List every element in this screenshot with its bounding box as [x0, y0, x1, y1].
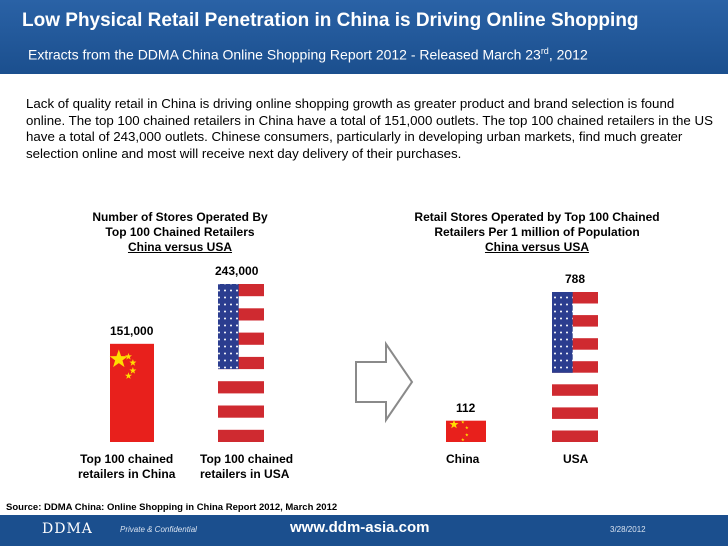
- chart1-title-line3: China versus USA: [127, 240, 233, 254]
- right-arrow-icon: [355, 340, 414, 424]
- china-flag-star-icon: [449, 419, 459, 429]
- chart1-title-line1: Number of Stores Operated By: [92, 210, 268, 224]
- subtitle-sup: rd: [540, 46, 549, 56]
- chart1-data-label-usa: 243,000: [215, 264, 259, 278]
- chart1-category-usa: Top 100 chained retailers in USA: [200, 452, 293, 482]
- usa-flag-stripe: [552, 315, 598, 327]
- chart2-title-line3: China versus USA: [484, 240, 590, 254]
- chart2-plot: [446, 292, 598, 442]
- china-flag-small-star-icon: [461, 420, 465, 424]
- chart1-plot: [109, 284, 264, 442]
- chart2-title: Retail Stores Operated by Top 100 Chaine…: [392, 210, 682, 255]
- chart2-title-line1: Retail Stores Operated by Top 100 Chaine…: [414, 210, 660, 224]
- chart1-bar-china: [109, 343, 154, 442]
- china-flag-small-star-icon: [129, 367, 137, 374]
- ddma-logo: DDMA: [42, 521, 93, 537]
- chart2-data-label-usa: 788: [565, 272, 586, 286]
- chart2-category-china: China: [446, 452, 480, 466]
- usa-flag-stripe: [552, 361, 598, 373]
- usa-flag-stripe: [552, 407, 598, 419]
- intro-paragraph: Lack of quality retail in China is drivi…: [26, 96, 713, 161]
- usa-flag-stripe: [552, 338, 598, 350]
- chart1-category-usa-line1: Top 100 chained: [200, 452, 294, 466]
- chart2-bar-china: [446, 419, 486, 442]
- page-subtitle: Extracts from the DDMA China Online Shop…: [28, 46, 588, 63]
- footer-date: 3/28/2012: [610, 525, 646, 534]
- usa-flag-canton-icon: [552, 292, 573, 373]
- usa-flag-stripe: [218, 405, 264, 418]
- logo-text: DDMA: [42, 521, 93, 537]
- china-flag-small-star-icon: [129, 359, 137, 366]
- usa-flag-stripe: [218, 429, 264, 442]
- china-flag-small-star-icon: [465, 425, 469, 430]
- china-flag-small-star-icon: [125, 352, 132, 360]
- china-flag-small-star-icon: [461, 437, 465, 442]
- subtitle-tail: , 2012: [548, 46, 588, 63]
- chart2-data-label-china: 112: [456, 400, 476, 415]
- china-flag-star-icon: [109, 349, 128, 368]
- page-title: Low Physical Retail Penetration in China…: [22, 10, 639, 31]
- china-flag-small-star-icon: [125, 372, 132, 379]
- chart1-category-china-line1: Top 100 chained: [80, 452, 174, 466]
- chart1-data-label-china: 151,000: [110, 323, 154, 338]
- subtitle-main: Extracts from the DDMA China Online Shop…: [28, 46, 541, 63]
- china-flag-small-star-icon: [465, 433, 469, 437]
- chart2-title-line2: Retailers Per 1 million of Population: [434, 225, 640, 239]
- usa-flag-stripe: [552, 384, 598, 396]
- source-note: Source: DDMA China: Online Shopping in C…: [6, 502, 338, 513]
- chart2-bar-usa: [552, 292, 598, 442]
- chart2-category-usa: USA: [563, 452, 589, 466]
- chart1-category-china: Top 100 chained retailers in China: [78, 452, 175, 482]
- usa-flag-canton-icon: [218, 284, 239, 370]
- header-banner: [0, 0, 728, 74]
- usa-flag-stripe: [552, 292, 598, 304]
- chart1-category-china-line2: retailers in China: [78, 467, 176, 481]
- chart1-title: Number of Stores Operated By Top 100 Cha…: [60, 210, 300, 255]
- usa-flag-stripe: [552, 430, 598, 442]
- confidential-note: Private & Confidential: [120, 525, 197, 534]
- footer-bar: [0, 515, 728, 546]
- chart1-title-line2: Top 100 Chained Retailers: [105, 225, 255, 239]
- website-url[interactable]: www.ddm-asia.com: [290, 519, 430, 536]
- chart1-category-usa-line2: retailers in USA: [200, 467, 290, 481]
- chart1-bar-usa: [218, 284, 264, 442]
- usa-flag-stripe: [218, 381, 264, 394]
